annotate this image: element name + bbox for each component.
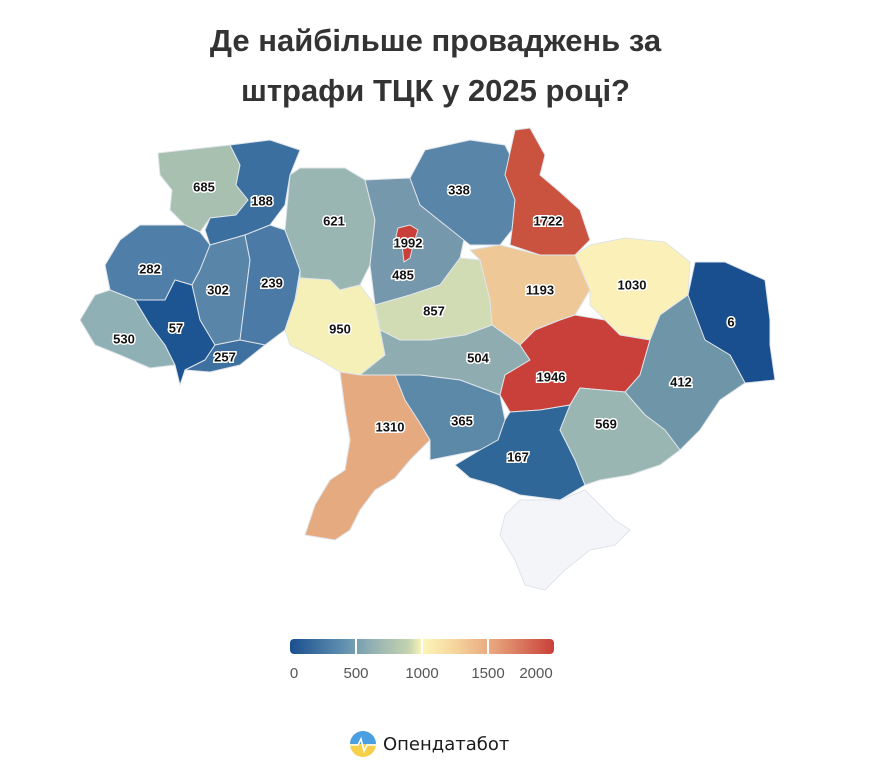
label-kherson: 167 [507,450,529,465]
label-khmelnytskyi: 239 [261,276,283,291]
chart-title: Де найбільше проваджень за штрафи ТЦК у … [0,16,871,116]
label-donetsk: 412 [670,375,692,390]
label-kirovohrad: 504 [467,351,489,366]
label-volyn: 685 [193,180,215,195]
title-line-2: штрафи ТЦК у 2025 році? [240,73,630,108]
label-odesa: 1310 [376,420,405,435]
region-sumy[interactable] [504,127,591,256]
label-sumy: 1722 [534,214,563,229]
opendatabot-logo-icon [350,731,376,757]
legend-tick-1500: 1500 [471,665,505,682]
brand-name: Опендатабот [383,733,510,755]
legend-tick-1000: 1000 [405,665,439,682]
label-chernivtsi: 257 [214,350,236,365]
legend-tick-2000: 2000 [519,665,553,682]
legend-separator [355,639,357,654]
title-line-1: Де найбільше проваджень за [209,23,662,58]
label-ternopil: 302 [207,283,229,298]
region-kyiv-city[interactable] [395,224,419,263]
region-chernihiv[interactable] [409,139,516,246]
label-lviv: 282 [139,262,161,277]
label-cherkasy: 857 [423,304,445,319]
label-vinnytsia: 950 [329,322,351,337]
legend-tick-0: 0 [289,665,299,682]
label-dnipropetrovsk: 1946 [537,370,566,385]
label-zhytomyr: 621 [323,214,345,229]
legend-separator [421,639,423,654]
label-kyiv-oblast: 485 [392,268,414,283]
region-chernivtsi[interactable] [184,339,266,373]
brand: Опендатабот [349,730,509,758]
label-chernihiv: 338 [448,183,470,198]
region-zaporizhzhia[interactable] [559,387,681,486]
region-crimea [499,489,631,591]
label-poltava: 1193 [526,283,554,298]
label-rivne: 188 [251,194,273,209]
legend-separator [487,639,489,654]
label-kharkiv: 1030 [618,278,647,293]
label-luhansk: 6 [727,315,734,330]
label-zakarpattia: 530 [113,332,135,347]
legend-tick-500: 500 [343,665,369,682]
label-ivano-frankivsk: 57 [169,321,183,336]
label-kyiv-city: 1992 [394,236,423,251]
label-mykolaiv: 365 [451,414,473,429]
label-zaporizhzhia: 569 [595,417,617,432]
